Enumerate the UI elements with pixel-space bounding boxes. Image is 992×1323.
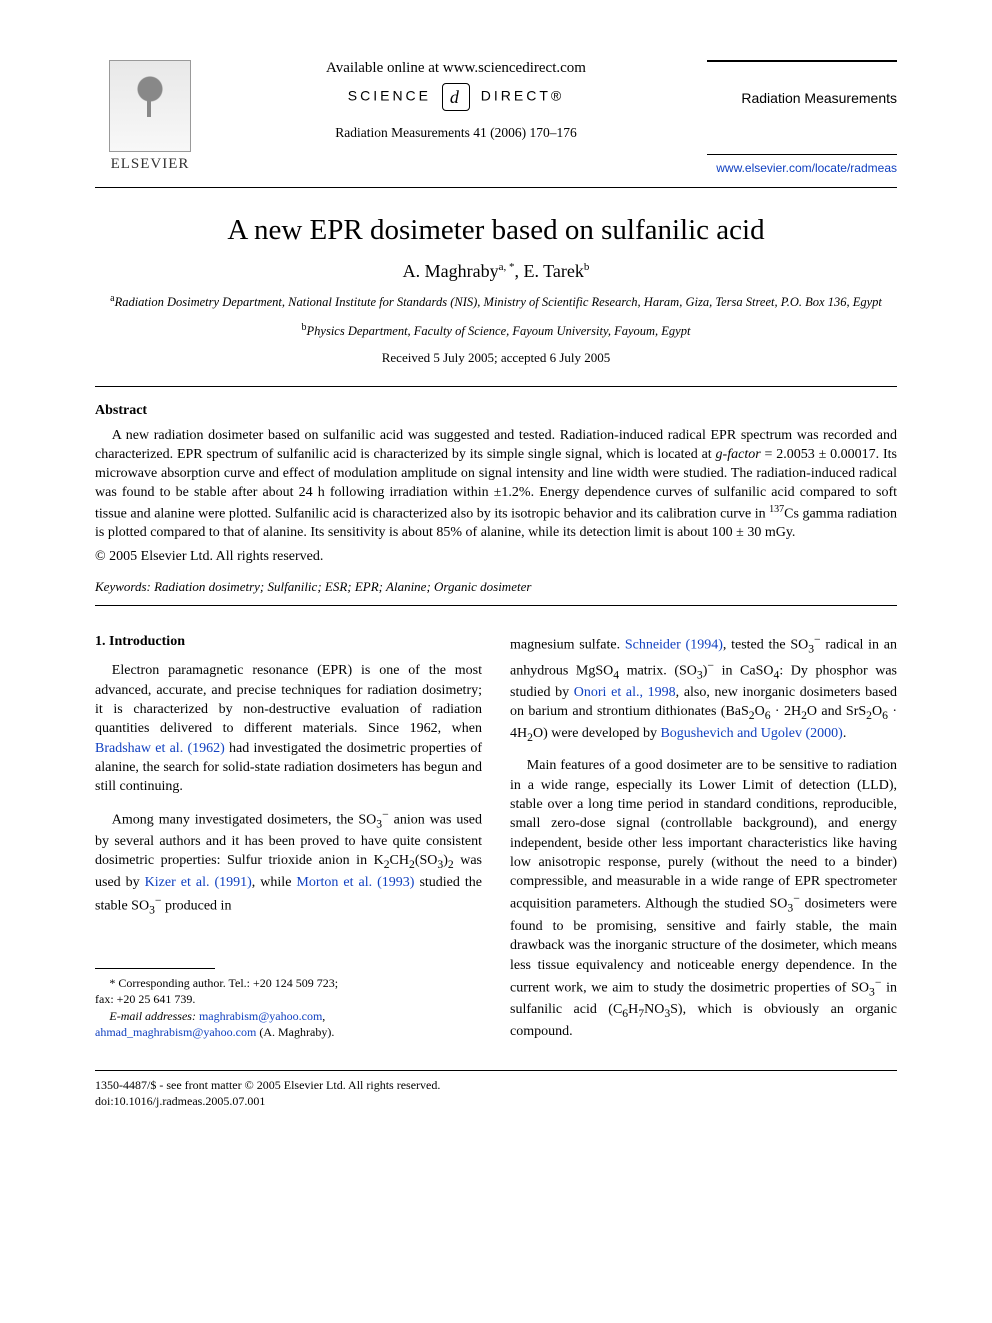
sciencedirect-logo: SCIENCE d DIRECT® (205, 83, 707, 111)
affiliation-b: bPhysics Department, Faculty of Science,… (95, 321, 897, 340)
affiliation-a: aRadiation Dosimetry Department, Nationa… (95, 292, 897, 311)
sd-logo-badge-icon: d (442, 83, 470, 111)
author-email-2[interactable]: ahmad_maghrabism@yahoo.com (95, 1024, 256, 1040)
publisher-logo-block: ELSEVIER (95, 60, 205, 173)
sd-logo-left: SCIENCE (348, 88, 431, 104)
intro-para-4: Main features of a good dosimeter are to… (510, 756, 897, 1041)
corr-line: * Corresponding author. Tel.: +20 124 50… (109, 976, 338, 990)
body-two-column: 1. Introduction Electron paramagnetic re… (95, 632, 897, 1052)
article-title: A new EPR dosimeter based on sulfanilic … (95, 214, 897, 247)
journal-rule-top (707, 60, 897, 62)
email-label: E-mail addresses: (95, 1008, 196, 1024)
abstract-body: A new radiation dosimeter based on sulfa… (95, 427, 897, 543)
doi-line: doi:10.1016/j.radmeas.2005.07.001 (95, 1093, 897, 1109)
email-owner: (A. Maghraby). (259, 1025, 334, 1039)
keywords-line: Keywords: Radiation dosimetry; Sulfanili… (95, 579, 897, 595)
journal-name: Radiation Measurements (707, 90, 897, 106)
abstract-copyright: © 2005 Elsevier Ltd. All rights reserved… (95, 549, 897, 565)
intro-para-1: Electron paramagnetic resonance (EPR) is… (95, 661, 482, 796)
keywords-label: Keywords: (95, 579, 151, 594)
rule-below-keywords (95, 605, 897, 606)
affil-text: Physics Department, Faculty of Science, … (307, 324, 691, 338)
author-list: A. Maghrabya, *, E. Tarekb (95, 261, 897, 282)
footnote-rule (95, 968, 215, 969)
corr-fax: fax: +20 25 641 739. (95, 991, 195, 1007)
publisher-name: ELSEVIER (95, 156, 205, 173)
rule-above-footer (95, 1070, 897, 1071)
journal-rule-bottom (707, 154, 897, 155)
section-1-heading: 1. Introduction (95, 632, 482, 651)
abstract-heading: Abstract (95, 403, 897, 419)
footer-meta: 1350-4487/$ - see front matter © 2005 El… (95, 1077, 897, 1109)
paper-page: ELSEVIER Available online at www.science… (0, 0, 992, 1149)
intro-para-2: Among many investigated dosimeters, the … (95, 807, 482, 919)
article-dates: Received 5 July 2005; accepted 6 July 20… (95, 350, 897, 366)
left-column: 1. Introduction Electron paramagnetic re… (95, 632, 482, 1052)
available-online-line: Available online at www.sciencedirect.co… (205, 60, 707, 77)
author-email-1[interactable]: maghrabism@yahoo.com (199, 1009, 322, 1023)
rule-under-masthead (95, 187, 897, 188)
front-matter-line: 1350-4487/$ - see front matter © 2005 El… (95, 1077, 897, 1093)
keywords-list: Radiation dosimetry; Sulfanilic; ESR; EP… (154, 579, 531, 594)
intro-para-3: magnesium sulfate. Schneider (1994), tes… (510, 632, 897, 746)
corresponding-author-footnote: * Corresponding author. Tel.: +20 124 50… (95, 975, 482, 1040)
citation-line: Radiation Measurements 41 (2006) 170–176 (205, 125, 707, 141)
elsevier-tree-icon (109, 60, 191, 152)
masthead-row: ELSEVIER Available online at www.science… (95, 60, 897, 177)
rule-above-abstract (95, 386, 897, 387)
journal-homepage-link[interactable]: www.elsevier.com/locate/radmeas (716, 161, 897, 175)
sd-logo-right: DIRECT® (481, 88, 564, 104)
center-masthead: Available online at www.sciencedirect.co… (205, 60, 707, 141)
right-column: magnesium sulfate. Schneider (1994), tes… (510, 632, 897, 1052)
journal-block: Radiation Measurements www.elsevier.com/… (707, 60, 897, 177)
affil-text: Radiation Dosimetry Department, National… (115, 295, 882, 309)
